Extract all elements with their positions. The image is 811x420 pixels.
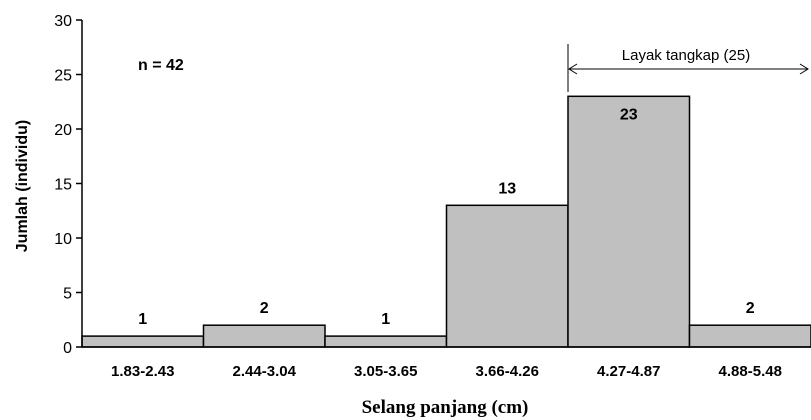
x-tick-label-4-88-5-48: 4.88-5.48 [719,363,782,380]
y-tick-label-25: 25 [54,68,72,85]
bar-2-44-3-04 [202,324,326,348]
x-axis-title: Selang panjang (cm) [362,397,529,418]
bar-1-83-2-43 [81,335,205,348]
data-labels-group: 1 2 1 13 23 2 [138,106,755,328]
data-label-4-88-5-48: 2 [746,300,755,317]
bracket-label: Layak tangkap (25) [622,47,750,64]
y-tick-label-20: 20 [54,122,72,139]
y-tick-label-15: 15 [54,177,72,194]
y-tick-label-10: 10 [54,231,72,248]
bracket-label-background [618,47,754,64]
y-axis-title: Jumlah (individu) [14,120,31,252]
bar-4-27-4-87 [567,95,691,348]
bar-4-88-5-48 [688,324,811,348]
data-label-3-05-3-65: 1 [381,311,390,328]
y-tick-label-0: 0 [63,340,72,357]
bar-3-66-4-26 [445,204,569,348]
data-label-1-83-2-43: 1 [138,311,147,328]
y-tick-label-30: 30 [54,13,72,30]
data-label-3-66-4-26: 13 [498,180,516,197]
data-label-2-44-3-04: 2 [260,300,269,317]
x-tick-labels-group: 1.83-2.43 2.44-3.04 3.05-3.65 3.66-4.26 4.27… [111,363,782,380]
bracket-arrowhead-left [568,63,578,75]
x-tick-label-1-83-2-43: 1.83-2.43 [111,363,174,380]
bars-group [81,95,811,348]
bar-3-05-3-65 [324,335,448,348]
x-tick-label-2-44-3-04: 2.44-3.04 [233,363,297,380]
sample-size-annotation: n = 42 [138,57,184,74]
layak-tangkap-bracket: Layak tangkap (25) [567,44,809,92]
y-tick-label-5: 5 [63,286,72,303]
x-tick-label-4-27-4-87: 4.27-4.87 [597,363,660,380]
x-tick-label-3-05-3-65: 3.05-3.65 [354,363,417,380]
data-label-4-27-4-87: 23 [620,106,638,123]
y-ticks-group: 0 5 10 15 20 25 30 [54,13,82,357]
x-tick-label-3-66-4-26: 3.66-4.26 [476,363,539,380]
bracket-arrowhead-right [799,63,809,75]
